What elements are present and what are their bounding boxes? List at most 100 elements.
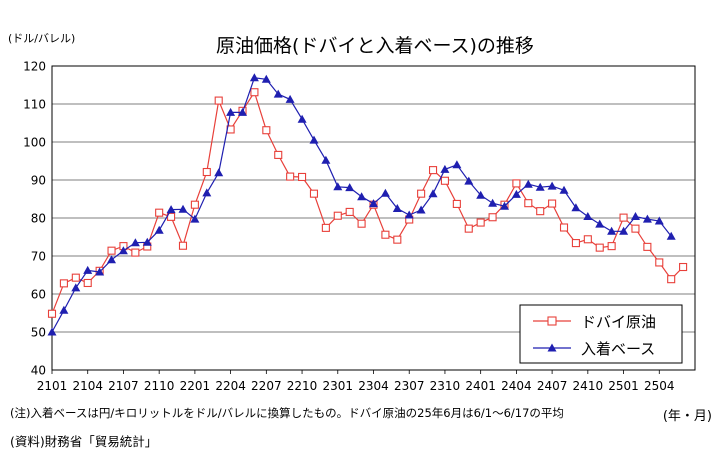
data-point-arrival — [130, 238, 140, 247]
data-point-arrival — [583, 212, 593, 220]
data-point-dubai — [643, 242, 652, 251]
data-point-arrival — [488, 198, 498, 207]
data-point-dubai — [452, 199, 461, 208]
x-tick-label: 2110 — [144, 379, 175, 393]
data-point-dubai — [417, 189, 426, 198]
y-tick-label: 100 — [23, 136, 46, 150]
data-point-arrival — [392, 204, 402, 212]
data-point-dubai — [619, 213, 628, 222]
data-point-dubai — [309, 189, 319, 198]
data-point-arrival — [607, 226, 617, 235]
source-note: (資料)財務省「貿易統計」 — [10, 434, 158, 449]
data-point-dubai — [381, 230, 390, 239]
x-tick-label: 2210 — [287, 379, 318, 393]
data-point-dubai — [262, 126, 271, 135]
data-point-dubai — [333, 211, 342, 220]
data-point-dubai — [571, 239, 580, 248]
data-point-arrival — [666, 231, 676, 240]
data-point-arrival — [547, 181, 557, 190]
x-tick-label: 2301 — [323, 379, 354, 393]
x-tick-label: 2307 — [394, 379, 425, 393]
data-point-arrival — [595, 219, 605, 228]
x-tick-label: 2404 — [501, 379, 532, 393]
data-point-arrival — [202, 188, 212, 197]
data-point-arrival — [357, 192, 367, 201]
data-point-arrival — [404, 210, 414, 219]
x-tick-label: 2401 — [465, 379, 496, 393]
x-tick-label: 2101 — [37, 379, 68, 393]
legend-label-dubai: ドバイ原油 — [581, 313, 656, 331]
data-point-arrival — [214, 168, 224, 177]
y-tick-label: 70 — [31, 250, 46, 264]
x-tick-label: 2310 — [430, 379, 461, 393]
data-point-arrival — [500, 201, 509, 210]
data-point-dubai — [155, 208, 164, 217]
data-point-dubai — [595, 243, 604, 252]
data-point-dubai — [298, 172, 307, 182]
legend-marker-dubai — [547, 316, 557, 326]
data-point-arrival — [226, 107, 236, 116]
data-point-arrival — [321, 155, 331, 164]
data-point-arrival — [523, 179, 533, 188]
x-tick-label: 2201 — [180, 379, 211, 393]
data-point-arrival — [309, 135, 319, 144]
data-point-arrival — [166, 205, 176, 214]
data-point-arrival — [333, 182, 343, 191]
data-point-arrival — [118, 246, 128, 255]
y-tick-label: 120 — [23, 60, 46, 74]
x-tick-label: 2504 — [644, 379, 675, 393]
y-axis-unit: (ドル/バレル) — [8, 32, 76, 45]
legend-box — [519, 304, 683, 364]
data-point-arrival — [511, 189, 521, 198]
data-point-dubai — [607, 242, 616, 251]
y-axis-tick-labels: 40 50 60 70 80 90 100 110 120 — [23, 60, 46, 378]
data-point-arrival — [559, 185, 569, 194]
y-tick-label: 50 — [31, 326, 46, 340]
y-tick-label: 90 — [31, 174, 46, 188]
data-point-arrival — [261, 74, 271, 83]
x-tick-label: 2410 — [573, 379, 604, 393]
data-point-arrival — [654, 216, 664, 225]
data-point-arrival — [95, 267, 105, 276]
legend-label-arrival: 入着ベース — [581, 340, 655, 358]
footnote: (注)入着ベースは円/キロリットルをドル/バレルに換算したもの。ドバイ原油の25… — [10, 406, 564, 420]
y-tick-label: 80 — [31, 212, 46, 226]
data-point-arrival — [452, 160, 462, 169]
data-point-dubai — [464, 224, 473, 233]
data-point-dubai — [655, 258, 664, 267]
data-point-dubai — [559, 223, 569, 232]
data-point-arrival — [249, 73, 259, 82]
x-axis-tick-labels: 2101 2104 2107 2110 2201 2204 2207 2210 2301 2304… — [37, 370, 675, 393]
data-point-arrival — [535, 182, 545, 191]
y-tick-label: 110 — [23, 98, 46, 112]
data-point-dubai — [428, 166, 438, 175]
data-point-arrival — [428, 189, 438, 198]
data-point-dubai — [47, 309, 57, 318]
data-point-dubai — [131, 248, 140, 257]
data-point-arrival — [380, 188, 390, 197]
data-point-arrival — [416, 205, 426, 214]
data-point-dubai — [524, 199, 533, 208]
x-tick-label: 2304 — [358, 379, 389, 393]
data-point-arrival — [297, 114, 307, 123]
data-point-arrival — [476, 190, 486, 199]
data-point-dubai — [178, 241, 188, 250]
x-axis-unit: (年・月) — [662, 409, 712, 424]
data-point-dubai — [321, 223, 330, 232]
data-point-arrival — [190, 214, 200, 223]
data-point-arrival — [238, 107, 247, 116]
data-point-dubai — [202, 167, 211, 177]
data-point-arrival — [464, 176, 474, 185]
data-point-arrival — [440, 164, 450, 173]
series-layer — [47, 73, 688, 336]
data-point-dubai — [250, 88, 259, 97]
data-point-dubai — [107, 246, 116, 255]
y-tick-label: 40 — [31, 364, 46, 378]
data-point-arrival — [571, 203, 581, 212]
data-point-dubai — [476, 218, 485, 227]
x-tick-label: 2104 — [72, 379, 103, 393]
data-point-dubai — [440, 176, 449, 185]
data-point-arrival — [285, 94, 295, 103]
data-point-arrival — [59, 305, 69, 314]
data-point-arrival — [178, 204, 188, 213]
